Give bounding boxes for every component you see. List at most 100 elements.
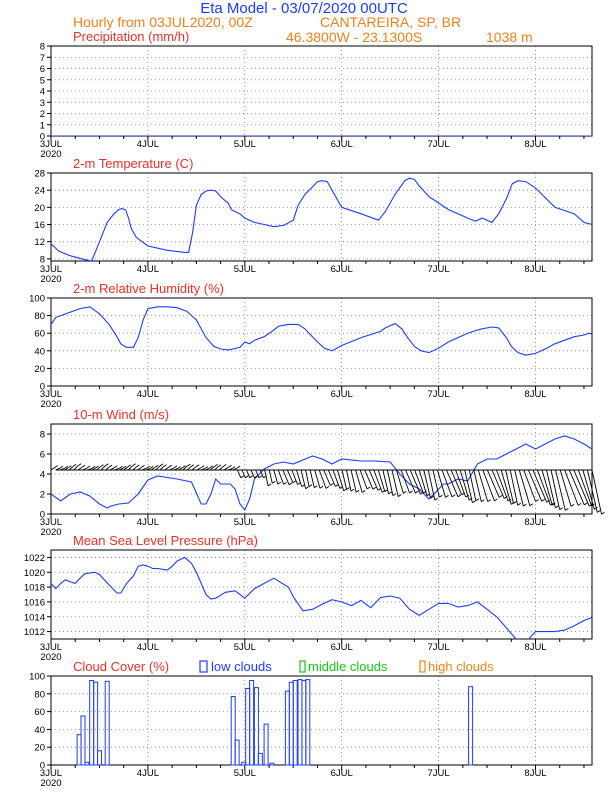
wind-barb-feather bbox=[577, 503, 582, 506]
wind-barb-feather bbox=[355, 489, 360, 493]
wind-barb bbox=[268, 469, 273, 484]
wind-barb bbox=[336, 469, 345, 492]
wind-barb-feather bbox=[236, 465, 241, 469]
plot-frame bbox=[50, 172, 593, 262]
wind-barb bbox=[250, 469, 255, 478]
ytick-label: 40 bbox=[34, 346, 45, 357]
wind-barb-feather bbox=[159, 463, 164, 467]
xtick-label: 3JUL bbox=[40, 389, 62, 400]
xtick-label: 7JUL bbox=[428, 389, 450, 400]
wind-barb-feather bbox=[249, 475, 254, 479]
wind-barb bbox=[482, 469, 495, 502]
wind-barb-feather bbox=[231, 466, 236, 469]
plot-frame bbox=[50, 675, 593, 766]
wind-barb-feather bbox=[439, 494, 443, 498]
wind-barb-feather bbox=[305, 486, 309, 490]
xtick-year: 2020 bbox=[40, 778, 61, 789]
wind-barb-feather bbox=[535, 499, 539, 502]
xtick-label: 6JUL bbox=[331, 642, 353, 653]
wind-barb bbox=[286, 469, 294, 483]
cloud-bar bbox=[97, 750, 102, 766]
xtick-label: 3JUL bbox=[40, 642, 62, 653]
wind-barb bbox=[550, 469, 561, 510]
xtick-year: 2020 bbox=[40, 149, 61, 160]
wind-barb-feather bbox=[430, 495, 434, 499]
wind-barb-feather bbox=[173, 465, 178, 469]
wind-barb bbox=[391, 469, 399, 497]
ytick-label: 60 bbox=[34, 707, 45, 718]
xtick-label: 4JUL bbox=[137, 517, 159, 528]
wind-barb-feather bbox=[127, 464, 132, 468]
wind-barb bbox=[496, 469, 509, 502]
ytick-label: 20 bbox=[34, 203, 45, 214]
series-line-temp bbox=[51, 177, 592, 261]
ytick-label: 4 bbox=[40, 470, 45, 481]
ytick-label: 1016 bbox=[24, 597, 45, 608]
ytick-label: 0 bbox=[40, 761, 45, 772]
xtick-label: 8JUL bbox=[524, 642, 546, 653]
xtick-label: 8JUL bbox=[524, 139, 546, 150]
wind-barb bbox=[555, 469, 566, 511]
ytick-label: 8 bbox=[40, 254, 45, 265]
wind-barb-feather bbox=[301, 484, 305, 487]
wind-barb-feather bbox=[288, 482, 293, 486]
ytick-label: 2 bbox=[40, 490, 45, 501]
wind-barb-feather bbox=[267, 483, 272, 487]
wind-barb bbox=[423, 469, 431, 499]
legend: low clouds middle clouds high clouds bbox=[199, 659, 494, 674]
wind-barb-feather bbox=[64, 465, 69, 469]
legend-label-low: low clouds bbox=[211, 659, 272, 674]
wind-barb-feather bbox=[481, 499, 485, 503]
xtick-label: 5JUL bbox=[234, 517, 256, 528]
wind-barb bbox=[455, 469, 467, 498]
cloud-bar bbox=[305, 679, 311, 766]
wind-barb bbox=[532, 469, 548, 503]
legend-swatch-middle bbox=[299, 660, 306, 673]
subtitle-elevation: 1038 m bbox=[486, 29, 533, 45]
wind-barb bbox=[159, 466, 164, 471]
ytick-label: 28 bbox=[34, 169, 45, 180]
wind-barb bbox=[100, 465, 106, 471]
wind-barb-feather bbox=[372, 486, 377, 490]
wind-barb-feather bbox=[457, 494, 462, 498]
wind-barb bbox=[364, 469, 374, 490]
wind-barb-feather bbox=[258, 475, 263, 479]
xtick-label: 3JUL bbox=[40, 139, 62, 150]
wind-barb bbox=[409, 469, 421, 495]
wind-barb bbox=[396, 469, 404, 494]
ytick-label: 40 bbox=[34, 725, 45, 736]
wind-barb bbox=[273, 469, 279, 485]
wind-barb-feather bbox=[204, 466, 209, 469]
wind-barb-feather bbox=[319, 485, 324, 489]
wind-barb bbox=[568, 469, 585, 506]
xtick-year: 2020 bbox=[40, 399, 61, 410]
wind-barb bbox=[505, 469, 514, 504]
wind-barb bbox=[241, 469, 246, 478]
wind-barb-feather bbox=[214, 464, 218, 467]
ytick-label: 20 bbox=[34, 364, 45, 375]
series-line-rh bbox=[51, 306, 592, 356]
wind-barb bbox=[577, 469, 593, 507]
panel-title: Cloud Cover (%) bbox=[73, 659, 169, 674]
wind-barb-feather bbox=[409, 490, 413, 494]
ytick-label: 100 bbox=[29, 672, 45, 683]
wind-barb-feather bbox=[217, 464, 222, 468]
wind-barb bbox=[564, 469, 579, 506]
wind-barb-feather bbox=[472, 500, 476, 504]
wind-barb bbox=[314, 469, 321, 489]
ytick-label: 6 bbox=[40, 450, 45, 461]
wind-barb bbox=[187, 466, 192, 471]
wind-barb bbox=[368, 469, 379, 491]
wind-barb-feather bbox=[163, 464, 167, 468]
wind-barb bbox=[123, 466, 129, 471]
wind-barb-feather bbox=[350, 488, 355, 492]
ytick-label: 1022 bbox=[24, 553, 45, 564]
wind-barb-feather bbox=[325, 486, 330, 489]
wind-barb bbox=[414, 469, 424, 494]
wind-barb bbox=[582, 469, 595, 510]
ytick-label: 100 bbox=[29, 294, 45, 305]
ytick-label: 1020 bbox=[24, 568, 45, 579]
wind-barb-feather bbox=[308, 484, 313, 487]
wind-barb-feather bbox=[487, 499, 491, 502]
xtick-label: 7JUL bbox=[428, 139, 450, 150]
